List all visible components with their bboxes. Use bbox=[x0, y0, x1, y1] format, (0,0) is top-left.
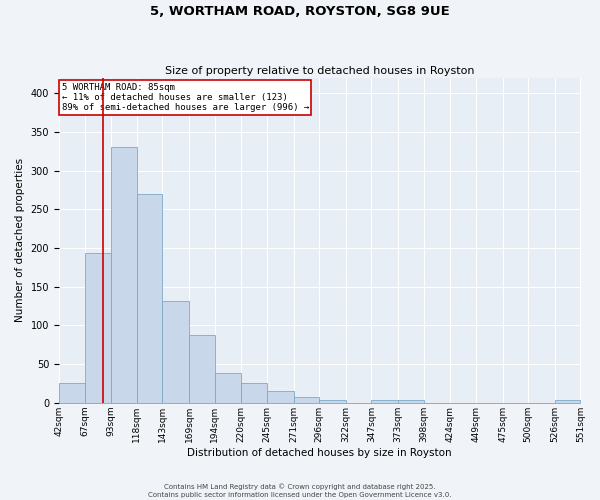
Bar bbox=[241, 384, 267, 403]
Bar bbox=[85, 254, 111, 403]
Text: 5 WORTHAM ROAD: 85sqm
← 11% of detached houses are smaller (123)
89% of semi-det: 5 WORTHAM ROAD: 85sqm ← 11% of detached … bbox=[62, 82, 309, 112]
Title: Size of property relative to detached houses in Royston: Size of property relative to detached ho… bbox=[165, 66, 475, 76]
Bar bbox=[319, 400, 346, 403]
Text: Contains HM Land Registry data © Crown copyright and database right 2025.
Contai: Contains HM Land Registry data © Crown c… bbox=[148, 484, 452, 498]
Bar bbox=[189, 336, 215, 403]
Bar bbox=[371, 400, 398, 403]
Bar bbox=[555, 400, 580, 403]
Bar bbox=[398, 400, 424, 403]
Bar bbox=[59, 384, 85, 403]
Text: 5, WORTHAM ROAD, ROYSTON, SG8 9UE: 5, WORTHAM ROAD, ROYSTON, SG8 9UE bbox=[150, 5, 450, 18]
Bar bbox=[267, 391, 293, 403]
Bar bbox=[111, 148, 137, 403]
Bar bbox=[137, 194, 163, 403]
Bar bbox=[215, 372, 241, 403]
Bar bbox=[293, 398, 319, 403]
Bar bbox=[163, 300, 189, 403]
X-axis label: Distribution of detached houses by size in Royston: Distribution of detached houses by size … bbox=[187, 448, 452, 458]
Y-axis label: Number of detached properties: Number of detached properties bbox=[15, 158, 25, 322]
